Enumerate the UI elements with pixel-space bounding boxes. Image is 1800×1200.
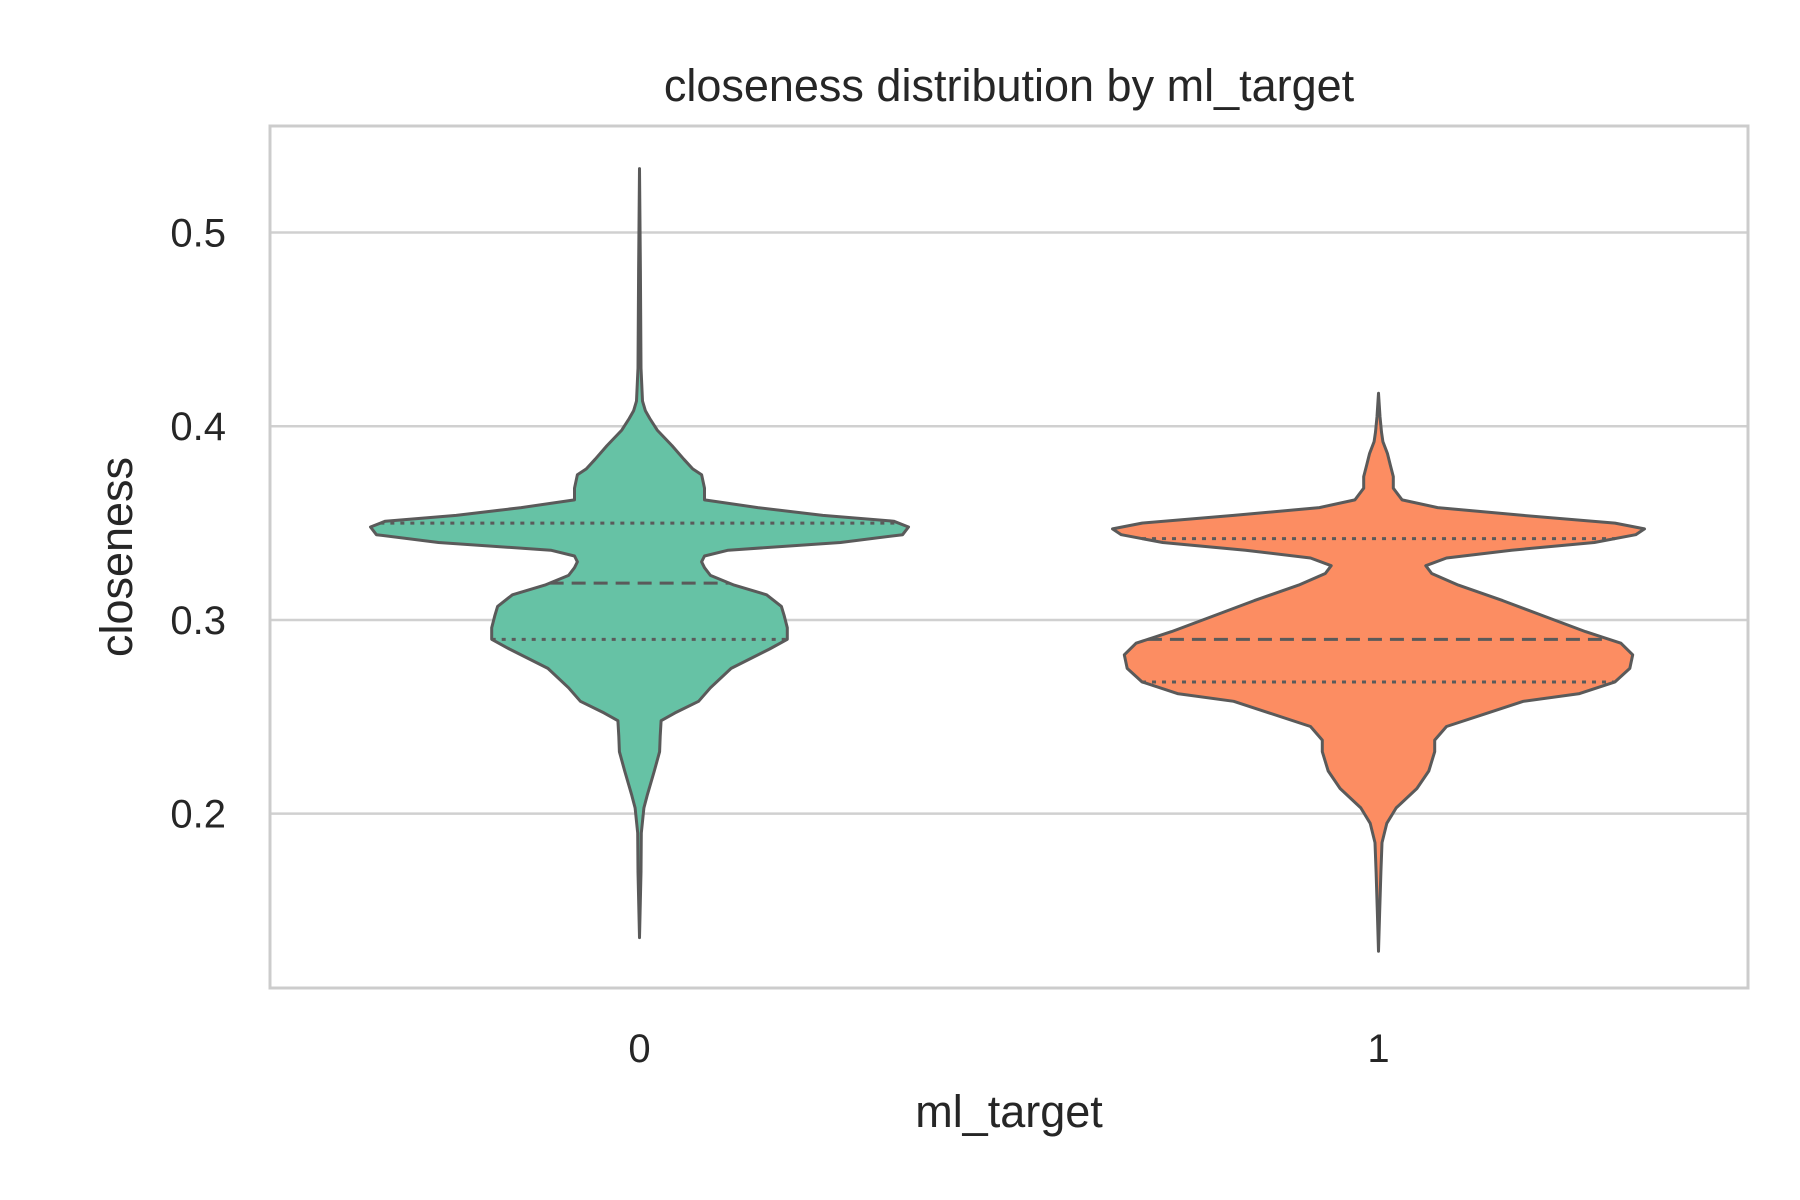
violin-body	[1111, 391, 1646, 953]
y-tick-label: 0.4	[170, 405, 226, 449]
violin-1	[1111, 391, 1646, 953]
y-tick-labels: 0.2 0.3 0.4 0.5	[170, 212, 226, 837]
violin-body	[369, 167, 910, 940]
plot-frame	[268, 124, 1750, 990]
y-tick-label: 0.5	[170, 212, 226, 256]
violin-0	[369, 167, 910, 940]
y-tick-label: 0.2	[170, 793, 226, 837]
chart-title: closeness distribution by ml_target	[664, 60, 1355, 111]
y-tick-label: 0.3	[170, 599, 226, 643]
x-axis-label: ml_target	[915, 1086, 1103, 1137]
violins	[369, 167, 1646, 953]
x-tick-label: 1	[1367, 1027, 1389, 1071]
y-axis-label: closeness	[91, 457, 142, 657]
x-tick-label: 0	[628, 1027, 650, 1071]
